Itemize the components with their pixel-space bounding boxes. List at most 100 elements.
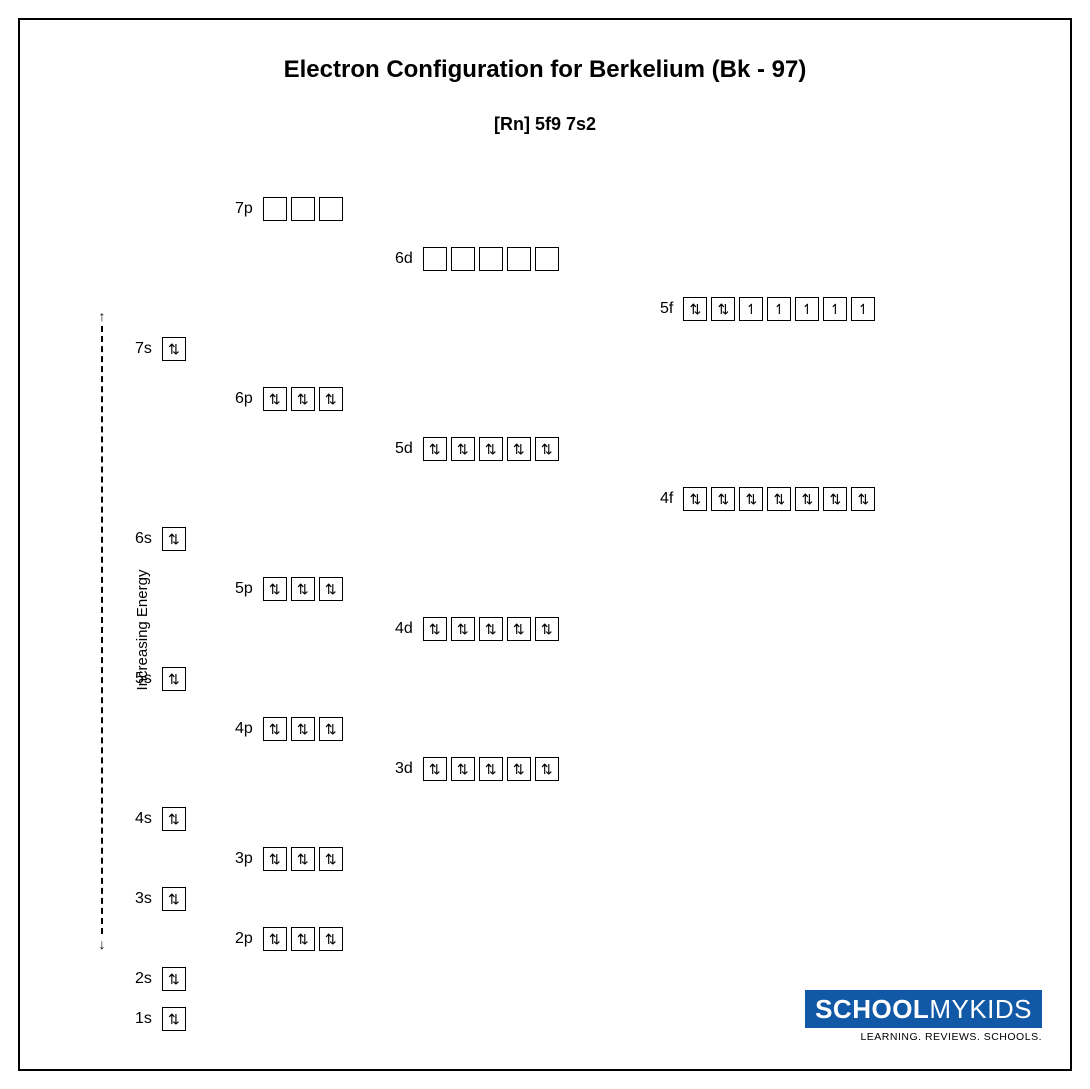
orbital-label: 3p [235,850,253,868]
orbital-label: 5s [135,670,152,688]
orbital-row-5d: 5d ⇅⇅⇅⇅⇅ [395,436,559,462]
orbital-label: 3s [135,890,152,908]
orbital-label: 5f [660,300,673,318]
orbital-row-4f: 4f⇅⇅⇅⇅⇅⇅⇅ [660,486,875,512]
orbital-label: 4s [135,810,152,828]
diagram-frame: Electron Configuration for Berkelium (Bk… [18,18,1072,1071]
orbital-box: ⇅ [162,887,186,911]
orbital-box: ⇅ [319,577,343,601]
orbital-label: 6p [235,390,253,408]
orbital-box [535,247,559,271]
orbital-box: ⇅ [451,617,475,641]
orbital-row-6s: 6s ⇅ [135,526,186,552]
orbital-boxes: ⇅⇅⇅ [263,927,343,951]
orbital-box: ⇅ [507,617,531,641]
orbital-box: ↿ [823,297,847,321]
orbital-row-4s: 4s ⇅ [135,806,186,832]
orbital-box: ⇅ [162,667,186,691]
orbital-box [319,197,343,221]
orbital-diagram: 7p6d5f⇅⇅↿↿↿↿↿7s⇅6p⇅⇅⇅5d⇅⇅⇅⇅⇅4f⇅⇅⇅⇅⇅⇅⇅6s⇅… [20,20,1070,1069]
orbital-boxes: ⇅ [162,1007,186,1031]
orbital-box [423,247,447,271]
orbital-row-4p: 4p⇅⇅⇅ [235,716,343,742]
orbital-label: 5p [235,580,253,598]
orbital-row-5p: 5p ⇅⇅⇅ [235,576,343,602]
orbital-box: ⇅ [507,437,531,461]
orbital-label: 6d [395,250,413,268]
orbital-boxes [423,247,559,271]
orbital-box: ⇅ [319,847,343,871]
brand-text-bold: SCHOOL [815,994,929,1024]
orbital-boxes: ⇅⇅⇅ [263,387,343,411]
orbital-box: ↿ [739,297,763,321]
orbital-box: ⇅ [162,337,186,361]
orbital-boxes: ⇅⇅↿↿↿↿↿ [683,297,875,321]
orbital-boxes: ⇅⇅⇅ [263,847,343,871]
orbital-boxes [263,197,343,221]
orbital-label: 3d [395,760,413,778]
orbital-label: 2p [235,930,253,948]
orbital-box: ⇅ [479,437,503,461]
orbital-label: 4p [235,720,253,738]
orbital-box: ⇅ [739,487,763,511]
orbital-boxes: ⇅ [162,527,186,551]
orbital-row-4d: 4d⇅⇅⇅⇅⇅ [395,616,559,642]
orbital-box: ⇅ [291,847,315,871]
orbital-box: ⇅ [291,717,315,741]
orbital-box: ⇅ [535,757,559,781]
orbital-box: ↿ [767,297,791,321]
orbital-box: ⇅ [263,717,287,741]
orbital-boxes: ⇅⇅⇅⇅⇅ [423,617,559,641]
orbital-label: 4d [395,620,413,638]
orbital-row-7s: 7s ⇅ [135,336,186,362]
orbital-label: 7s [135,340,152,358]
orbital-box: ⇅ [423,617,447,641]
orbital-row-5s: 5s ⇅ [135,666,186,692]
orbital-box: ⇅ [451,757,475,781]
brand-watermark: SCHOOLMYKIDS LEARNING. REVIEWS. SCHOOLS. [805,990,1042,1043]
orbital-row-6d: 6d [395,246,559,272]
orbital-boxes: ⇅⇅⇅⇅⇅ [423,757,559,781]
orbital-box: ⇅ [479,617,503,641]
orbital-label: 2s [135,970,152,988]
orbital-box: ⇅ [263,847,287,871]
orbital-box: ⇅ [319,717,343,741]
orbital-box: ⇅ [263,927,287,951]
orbital-boxes: ⇅⇅⇅⇅⇅ [423,437,559,461]
orbital-box: ⇅ [451,437,475,461]
orbital-box: ⇅ [319,387,343,411]
orbital-boxes: ⇅⇅⇅ [263,717,343,741]
orbital-row-3d: 3d ⇅⇅⇅⇅⇅ [395,756,559,782]
orbital-box: ↿ [851,297,875,321]
orbital-label: 4f [660,490,673,508]
orbital-box [479,247,503,271]
orbital-label: 5d [395,440,413,458]
orbital-box [263,197,287,221]
orbital-box: ⇅ [795,487,819,511]
orbital-box: ⇅ [711,487,735,511]
orbital-label: 6s [135,530,152,548]
orbital-boxes: ⇅⇅⇅⇅⇅⇅⇅ [683,487,875,511]
orbital-boxes: ⇅ [162,807,186,831]
orbital-box: ⇅ [507,757,531,781]
orbital-label: 1s [135,1010,152,1028]
orbital-box [507,247,531,271]
orbital-box: ⇅ [823,487,847,511]
orbital-box: ⇅ [162,967,186,991]
orbital-row-2s: 2s ⇅ [135,966,186,992]
orbital-box [451,247,475,271]
orbital-box: ⇅ [535,617,559,641]
orbital-boxes: ⇅⇅⇅ [263,577,343,601]
orbital-boxes: ⇅ [162,667,186,691]
orbital-boxes: ⇅ [162,337,186,361]
orbital-box: ⇅ [162,1007,186,1031]
orbital-box: ⇅ [291,387,315,411]
orbital-box: ⇅ [767,487,791,511]
brand-logo: SCHOOLMYKIDS [805,990,1042,1028]
orbital-boxes: ⇅ [162,887,186,911]
orbital-box: ⇅ [711,297,735,321]
orbital-box: ⇅ [683,487,707,511]
orbital-box [291,197,315,221]
page: Electron Configuration for Berkelium (Bk… [0,0,1090,1089]
orbital-box: ⇅ [851,487,875,511]
